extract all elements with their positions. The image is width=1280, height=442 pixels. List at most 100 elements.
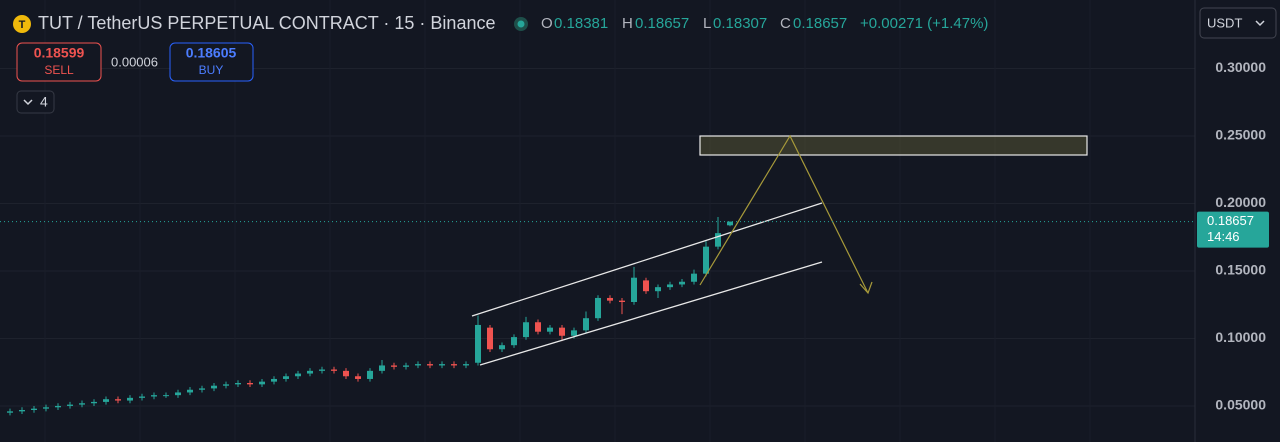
indicator-box[interactable] [16,90,55,114]
currency-box[interactable] [1199,7,1277,39]
y-tick-label: 0.15000 [1215,262,1266,278]
buy-button[interactable]: 0.18605 BUY [169,42,254,82]
candle-body [91,401,97,404]
candle-body [463,364,469,366]
ohlc-label: O [541,15,553,32]
candle-body [679,281,685,285]
candle-body [391,365,397,367]
candle-body [667,284,673,288]
candle-body [595,297,601,319]
candle-body [619,300,625,303]
candle-body [43,407,49,409]
candle-body [223,384,229,386]
buy-label[interactable]: BUY [199,63,224,77]
candle-body [511,337,517,346]
candle-body [31,408,37,411]
chevron[interactable] [1255,20,1265,27]
candle-body [691,273,697,282]
candle-body [283,376,289,379]
indicator-count[interactable]: 4 [40,94,48,110]
chevron[interactable] [23,99,33,106]
candle-body [427,364,433,366]
candle-body [655,287,661,292]
y-tick-label: 0.30000 [1215,59,1266,75]
candle-body [307,370,313,374]
candle-body [631,277,637,303]
sell-button[interactable]: 0.18599 SELL [16,42,102,82]
ohlc-value: 0.18657 [793,15,847,32]
chart-title: TUT / TetherUS PERPETUAL CONTRACT · 15 ·… [38,13,495,33]
candle-body [79,403,85,405]
candle-body [583,318,589,331]
candle-body [475,324,481,363]
sell-box[interactable] [16,42,102,82]
y-tick-label: 0.20000 [1215,194,1266,210]
ohlc-value: 0.18307 [713,15,767,32]
candle-body [211,385,217,389]
indicator-toggle[interactable]: 4 [16,90,55,114]
candle-body [187,389,193,393]
projection-arrow [859,281,873,295]
ohlc-label: L [703,15,711,32]
sell-price[interactable]: 0.18599 [34,45,85,61]
candle-body [403,365,409,367]
candles [7,216,733,416]
candle-body [271,378,277,382]
candle-body [367,370,373,379]
candle-body [715,233,721,247]
target-zone [699,135,1088,156]
candle-body [439,364,445,366]
candle-body [703,246,709,274]
candle-body [451,364,457,366]
last-price-label: 0.18657 14:46 [1197,211,1269,248]
y-tick-label: 0.05000 [1215,397,1266,413]
candle-body [19,410,25,412]
candle-body [67,404,73,406]
candle-body [151,395,157,397]
candle-body [235,383,241,385]
candle-body [571,330,577,336]
candle-body [319,369,325,371]
candle-body [7,411,13,413]
y-tick-label: 0.25000 [1215,127,1266,143]
buy-box[interactable] [169,42,254,82]
candle-body [415,364,421,366]
candle-body [295,373,301,377]
change: +0.00271 (+1.47%) [860,15,988,32]
candle-body [727,221,733,226]
candle-body [175,392,181,396]
ohlc-value: 0.18381 [554,15,608,32]
candle-body [127,397,133,401]
candle-body [523,322,529,338]
candle-body [115,399,121,401]
spread: 0.00006 [111,54,158,69]
candle-body [103,399,109,402]
candle-body [163,395,169,397]
candle-body [331,369,337,371]
currency[interactable]: USDT [1207,15,1242,30]
candle-body [139,396,145,398]
countdown: 14:46 [1207,229,1240,244]
ohlc-label: H [622,15,633,32]
candle-body [643,280,649,292]
channel-lower [479,261,823,366]
candle-body [607,297,613,301]
candle-body [499,345,505,350]
candle-body [535,322,541,332]
ohlc-label: C [780,15,791,32]
last-price: 0.18657 [1207,213,1254,228]
ohlc-value: 0.18657 [635,15,689,32]
buy-price[interactable]: 0.18605 [186,45,237,61]
projection-path [699,134,869,294]
candle-body [259,381,265,385]
candle-body [247,383,253,385]
candle-body [55,405,61,408]
coin-icon-letter: T [19,19,26,31]
candle-body [199,388,205,390]
currency-select[interactable]: USDT [1199,7,1277,39]
y-tick-label: 0.10000 [1215,329,1266,345]
sell-label[interactable]: SELL [44,63,74,77]
candle-body [487,327,493,350]
coin-icon [13,15,31,33]
